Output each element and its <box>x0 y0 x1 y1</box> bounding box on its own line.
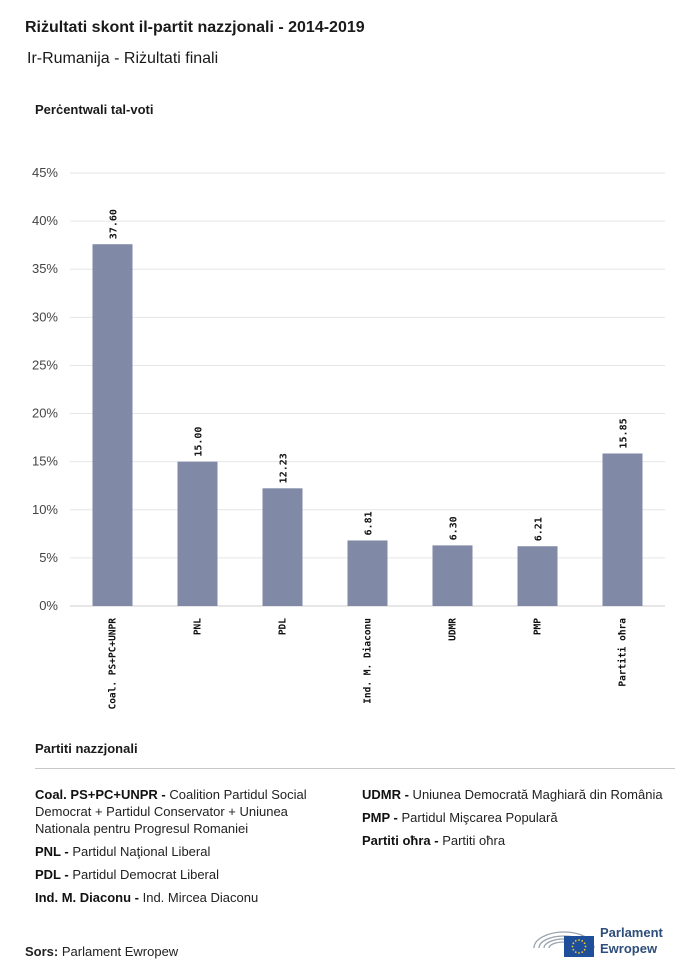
legend-divider <box>35 768 675 769</box>
legend-description: Partiti oħra <box>438 833 506 848</box>
eu-star-icon <box>574 951 577 954</box>
legend-item: Coal. PS+PC+UNPR - Coalition Partidul So… <box>35 786 335 837</box>
y-tick-label: 35% <box>32 261 58 276</box>
page-title: Riżultati skont il-partit nazzjonali - 2… <box>25 19 365 36</box>
legend-item: PNL - Partidul Naţional Liberal <box>35 843 335 860</box>
y-tick-label: 15% <box>32 454 58 469</box>
legend-item: UDMR - Uniunea Democrată Maghiară din Ro… <box>362 786 672 803</box>
y-tick-label: 25% <box>32 357 58 372</box>
eu-star-icon <box>581 951 584 954</box>
source-value: Parlament Ewropew <box>61 944 179 959</box>
bar <box>517 546 558 606</box>
legend-abbreviation: Partiti oħra - <box>362 833 439 848</box>
bar-value-label: 15.85 <box>619 418 630 448</box>
legend-abbreviation: Ind. M. Diaconu - <box>35 890 139 905</box>
eu-star-icon <box>583 948 586 951</box>
legend-column-left: Coal. PS+PC+UNPR - Coalition Partidul So… <box>35 786 335 912</box>
y-tick-label: 45% <box>32 165 58 180</box>
logo-text: Parlament Ewropew <box>600 925 663 957</box>
source-note: Sors: Parlament Ewropew <box>25 944 178 959</box>
bar-value-label: 12.23 <box>279 453 290 483</box>
bar <box>92 244 133 606</box>
eu-star-icon <box>574 939 577 942</box>
legend-item: PMP - Partidul Mişcarea Populară <box>362 809 672 826</box>
bar <box>262 488 303 606</box>
bar <box>177 461 218 606</box>
category-label: PDL <box>278 618 289 635</box>
eu-star-icon <box>572 948 575 951</box>
bar-value-label: 6.81 <box>364 511 375 535</box>
y-axis-label: Perċentwali tal-voti <box>35 102 154 117</box>
eu-star-icon <box>578 939 580 941</box>
eu-star-icon <box>581 939 584 942</box>
legend-title: Partiti nazzjonali <box>35 741 138 756</box>
legend-description: Uniunea Democrată Maghiară din România <box>408 787 663 802</box>
category-label: Ind. M. Diaconu <box>363 618 374 704</box>
legend-description: Coalition Partidul Social Democrat + Par… <box>35 787 307 836</box>
y-tick-label: 5% <box>39 550 58 565</box>
legend-description: Partidul Naţional Liberal <box>68 844 211 859</box>
y-tick-label: 30% <box>32 309 58 324</box>
category-label: UDMR <box>448 618 459 641</box>
legend-column-right: UDMR - Uniunea Democrată Maghiară din Ro… <box>362 786 672 855</box>
y-tick-label: 20% <box>32 406 58 421</box>
eu-star-icon <box>583 942 586 945</box>
legend-item: Partiti oħra - Partiti oħra <box>362 832 672 849</box>
eu-flag-icon <box>564 936 594 957</box>
legend-abbreviation: Coal. PS+PC+UNPR - <box>35 787 166 802</box>
eu-star-icon <box>578 952 580 954</box>
category-label: PNL <box>193 618 204 635</box>
logo-line-2: Ewropew <box>600 941 658 956</box>
category-label: Partiti oħra <box>618 618 629 687</box>
bar-value-label: 6.21 <box>534 517 545 541</box>
bar <box>602 453 643 606</box>
eu-star-icon <box>571 945 574 948</box>
y-tick-label: 40% <box>32 213 58 228</box>
source-label: Sors: <box>25 944 59 959</box>
eu-star-icon <box>572 942 575 945</box>
legend-item: PDL - Partidul Democrat Liberal <box>35 866 335 883</box>
page-subtitle: Ir-Rumanija - Riżultati finali <box>27 50 219 67</box>
legend-item: Ind. M. Diaconu - Ind. Mircea Diaconu <box>35 889 335 906</box>
bar-chart: 0% 5% 10% 15% 20% 25% 30% 35% 40% 45% 37.60 Coal. P… <box>32 165 665 710</box>
bar-value-label: 15.00 <box>194 427 205 457</box>
bar <box>432 545 473 606</box>
legend-description: Partidul Mişcarea Populară <box>397 810 558 825</box>
legend-abbreviation: PMP - <box>362 810 398 825</box>
category-label: PMP <box>533 618 544 635</box>
legend-abbreviation: UDMR - <box>362 787 409 802</box>
legend-description: Ind. Mircea Diaconu <box>139 890 259 905</box>
eu-star-icon <box>584 945 587 948</box>
legend-description: Partidul Democrat Liberal <box>68 867 220 882</box>
bar-value-label: 6.30 <box>449 516 460 540</box>
legend-abbreviation: PDL - <box>35 867 69 882</box>
y-tick-label: 10% <box>32 502 58 517</box>
bar-value-label: 37.60 <box>109 209 120 239</box>
bar <box>347 540 388 606</box>
parliament-logo <box>533 931 595 957</box>
logo-line-1: Parlament <box>600 925 663 940</box>
legend-abbreviation: PNL - <box>35 844 69 859</box>
category-label: Coal. PS+PC+UNPR <box>108 618 119 710</box>
y-tick-label: 0% <box>39 598 58 613</box>
